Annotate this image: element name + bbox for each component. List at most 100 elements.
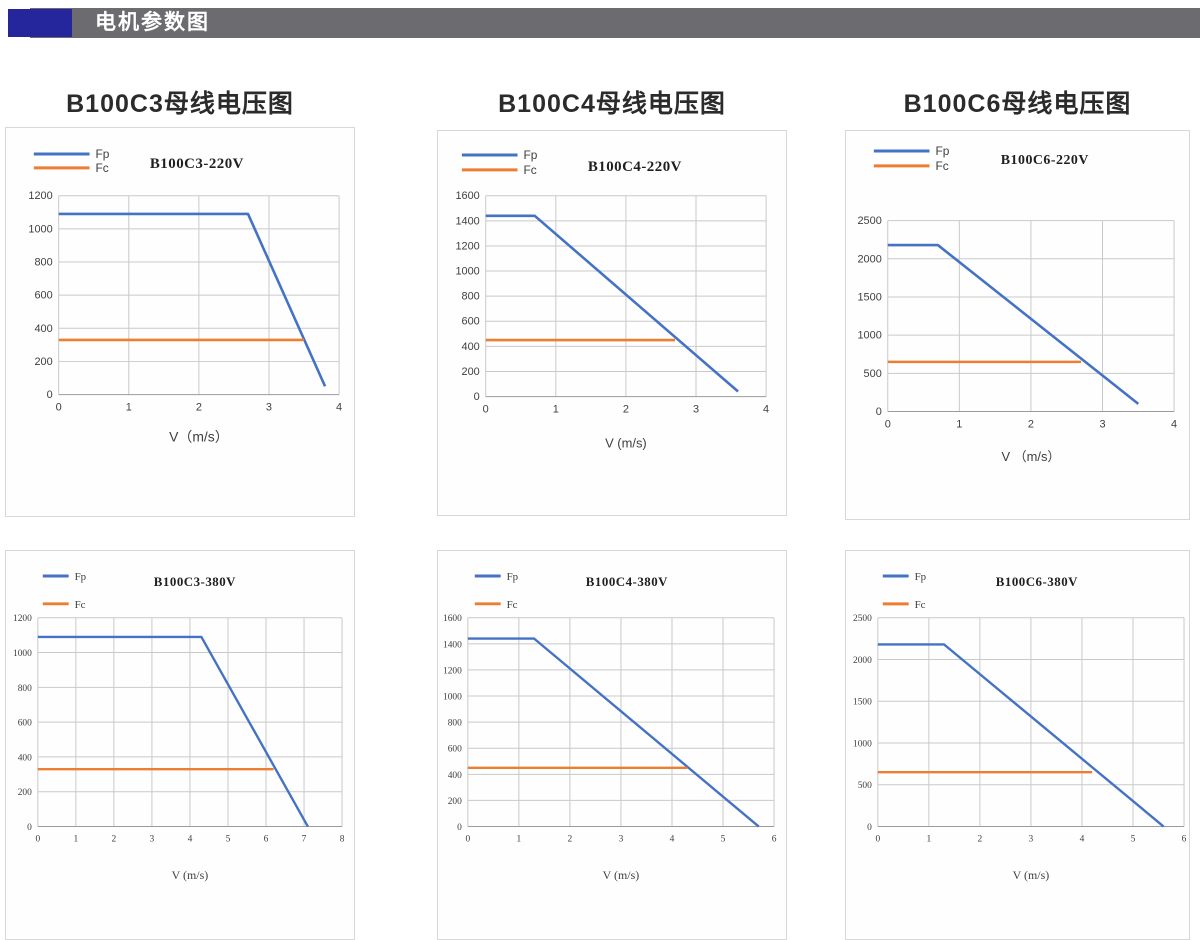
chart-title: B100C6-380V	[996, 574, 1078, 589]
y-tick-label: 0	[457, 823, 462, 833]
y-tick-label: 1000	[857, 330, 881, 342]
legend-label-fp: Fp	[935, 144, 949, 158]
chart-group-title-b100c3: B100C3母线电压图	[66, 90, 294, 118]
x-axis-label: V (m/s)	[172, 868, 209, 882]
x-tick-label: 5	[1131, 834, 1136, 844]
y-tick-label: 0	[27, 823, 32, 833]
x-tick-label: 1	[126, 401, 132, 413]
x-tick-label: 3	[619, 834, 624, 844]
x-tick-label: 0	[875, 834, 880, 844]
y-tick-label: 400	[448, 771, 462, 781]
chart-panel-b100c3-220v: 0 200 400 600 800 1000 1200 0 1 2 3 4 Fp Fc B100C3-220…	[5, 127, 355, 517]
fp-line	[37, 635, 309, 828]
x-tick-label: 0	[35, 834, 40, 844]
chart-b100c3-380v: 0 200 400 600 800 1000 1200 0 1 2 3 4 5 6 7 8 Fp Fc B100C3…	[13, 571, 345, 882]
legend-label-fp: Fp	[915, 571, 927, 583]
chart-group-title-b100c4: B100C4母线电压图	[498, 90, 726, 118]
chart-panel-b100c6-220v: 0 500 1000 1500 2000 2500 0 1 2 3 4 Fp Fc B100C6-220V…	[845, 130, 1190, 520]
y-tick-label: 1000	[28, 223, 52, 235]
y-tick-label: 1600	[443, 614, 462, 624]
y-tick-label: 200	[462, 366, 480, 378]
page: 电机参数图 B100C3母线电压图 B100C4母线电压图 B100C6母线电压…	[5, 8, 1200, 940]
legend-label-fp: Fp	[95, 147, 109, 161]
y-tick-label: 1200	[443, 666, 462, 676]
x-tick-label: 2	[568, 834, 573, 844]
y-tick-label: 0	[474, 391, 480, 403]
x-tick-label: 0	[465, 834, 470, 844]
legend-label-fp: Fp	[524, 148, 538, 162]
chart-group-title-b100c6: B100C6母线电压图	[903, 90, 1132, 118]
legend-label-fc: Fc	[935, 159, 948, 173]
y-tick-label: 600	[34, 290, 52, 302]
x-tick-label: 3	[266, 401, 272, 413]
chart-b100c6-380v: 0 500 1000 1500 2000 2500 0 1 2 3 4 5 6 Fp Fc B100C6-38…	[853, 571, 1187, 882]
x-axis-label: V （m/s）	[1002, 449, 1061, 464]
y-tick-label: 1200	[455, 240, 479, 252]
y-tick-label: 1600	[455, 190, 479, 202]
header-bar	[30, 8, 1200, 38]
chart-panel-b100c4-380v: 0 200 400 600 800 1000 1200 1400 1600 0 1 2 3 4 5 6 Fp Fc…	[437, 550, 787, 940]
y-tick-label: 1000	[443, 693, 462, 703]
x-tick-label: 2	[623, 403, 629, 415]
y-tick-label: 200	[18, 788, 32, 798]
x-tick-label: 6	[264, 834, 269, 844]
y-tick-label: 400	[34, 323, 52, 335]
chart-panel-b100c3-380v: 0 200 400 600 800 1000 1200 0 1 2 3 4 5 6 7 8 Fp Fc B100C3…	[5, 550, 355, 940]
fp-line	[58, 212, 327, 387]
y-tick-label: 1000	[853, 739, 872, 749]
y-tick-label: 2000	[857, 253, 881, 265]
x-tick-label: 3	[693, 403, 699, 415]
y-tick-label: 2500	[857, 215, 881, 227]
y-tick-label: 1500	[853, 698, 872, 708]
legend-label-fc: Fc	[915, 599, 926, 611]
x-tick-label: 1	[956, 418, 962, 430]
x-tick-label: 6	[1182, 834, 1187, 844]
legend-label-fp: Fp	[507, 571, 519, 583]
chart-title: B100C4-380V	[586, 574, 668, 589]
x-tick-label: 4	[1171, 418, 1177, 430]
x-tick-label: 4	[1080, 834, 1085, 844]
y-tick-label: 0	[867, 823, 872, 833]
y-tick-label: 1000	[13, 649, 32, 659]
legend-label-fc: Fc	[75, 599, 86, 611]
chart-title: B100C3-220V	[150, 156, 244, 172]
x-tick-label: 1	[73, 834, 78, 844]
y-tick-label: 800	[462, 291, 480, 303]
y-tick-label: 400	[18, 753, 32, 763]
x-tick-label: 8	[340, 834, 345, 844]
x-tick-label: 2	[196, 401, 202, 413]
x-tick-label: 5	[226, 834, 231, 844]
y-tick-label: 1200	[13, 614, 32, 624]
x-tick-label: 3	[1099, 418, 1105, 430]
x-tick-label: 1	[517, 834, 522, 844]
chart-panel-b100c6-380v: 0 500 1000 1500 2000 2500 0 1 2 3 4 5 6 Fp Fc B100C6-38…	[845, 550, 1190, 940]
y-tick-label: 800	[18, 684, 32, 694]
x-tick-label: 0	[885, 418, 891, 430]
y-tick-label: 2000	[853, 656, 872, 666]
x-tick-label: 0	[483, 403, 489, 415]
fp-line	[467, 637, 760, 828]
y-tick-label: 1000	[455, 266, 479, 278]
y-tick-label: 1200	[28, 190, 52, 202]
y-tick-label: 600	[448, 745, 462, 755]
x-tick-label: 6	[772, 834, 777, 844]
x-tick-label: 1	[553, 403, 559, 415]
y-tick-label: 1400	[443, 640, 462, 650]
fp-line	[877, 643, 1165, 828]
x-tick-label: 2	[1028, 418, 1034, 430]
y-tick-label: 500	[864, 368, 882, 380]
legend-label-fc: Fc	[507, 599, 518, 611]
x-tick-label: 4	[188, 834, 193, 844]
y-tick-label: 600	[462, 316, 480, 328]
x-tick-label: 3	[150, 834, 155, 844]
y-tick-label: 500	[858, 781, 872, 791]
x-tick-label: 2	[978, 834, 983, 844]
fp-line	[887, 243, 1140, 405]
chart-title: B100C4-220V	[588, 159, 682, 175]
legend-label-fp: Fp	[75, 571, 87, 583]
x-tick-label: 5	[721, 834, 726, 844]
x-tick-label: 7	[302, 834, 307, 844]
